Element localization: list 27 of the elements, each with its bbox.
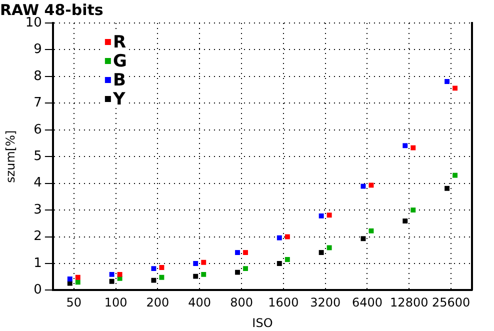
x-tick-label: 25600 [432,296,470,310]
x-tick-label: 3200 [310,296,341,310]
legend-label: Y [112,89,126,110]
x-tick-label: 800 [230,296,253,310]
legend-label: B [112,70,126,90]
y-tick-label: 6 [34,122,42,138]
y-tick-label: 10 [25,15,42,30]
y-tick-label: 8 [34,68,42,84]
y-axis-title: szum[%] [3,130,18,183]
x-tick-label: 12800 [390,296,428,310]
y-tick-label: 4 [34,176,42,191]
x-tick-label: 1600 [268,296,299,310]
y-tick-label: 0 [34,282,42,298]
x-tick-label: 50 [66,296,82,310]
y-tick-label: 3 [34,202,42,218]
y-tick-label: 5 [34,148,42,164]
y-tick-label: 1 [34,256,42,271]
x-axis-title: ISO [252,316,273,330]
x-tick-label: 100 [104,296,128,310]
y-tick-label: 7 [34,96,42,111]
x-tick-label: 6400 [352,296,383,310]
y-tick-label: 9 [34,42,42,58]
y-tick-label: 2 [34,229,42,244]
x-tick-label: 400 [188,296,212,310]
legend-label: G [112,51,127,72]
legend-label: R [112,32,126,52]
x-tick-label: 200 [146,296,170,310]
